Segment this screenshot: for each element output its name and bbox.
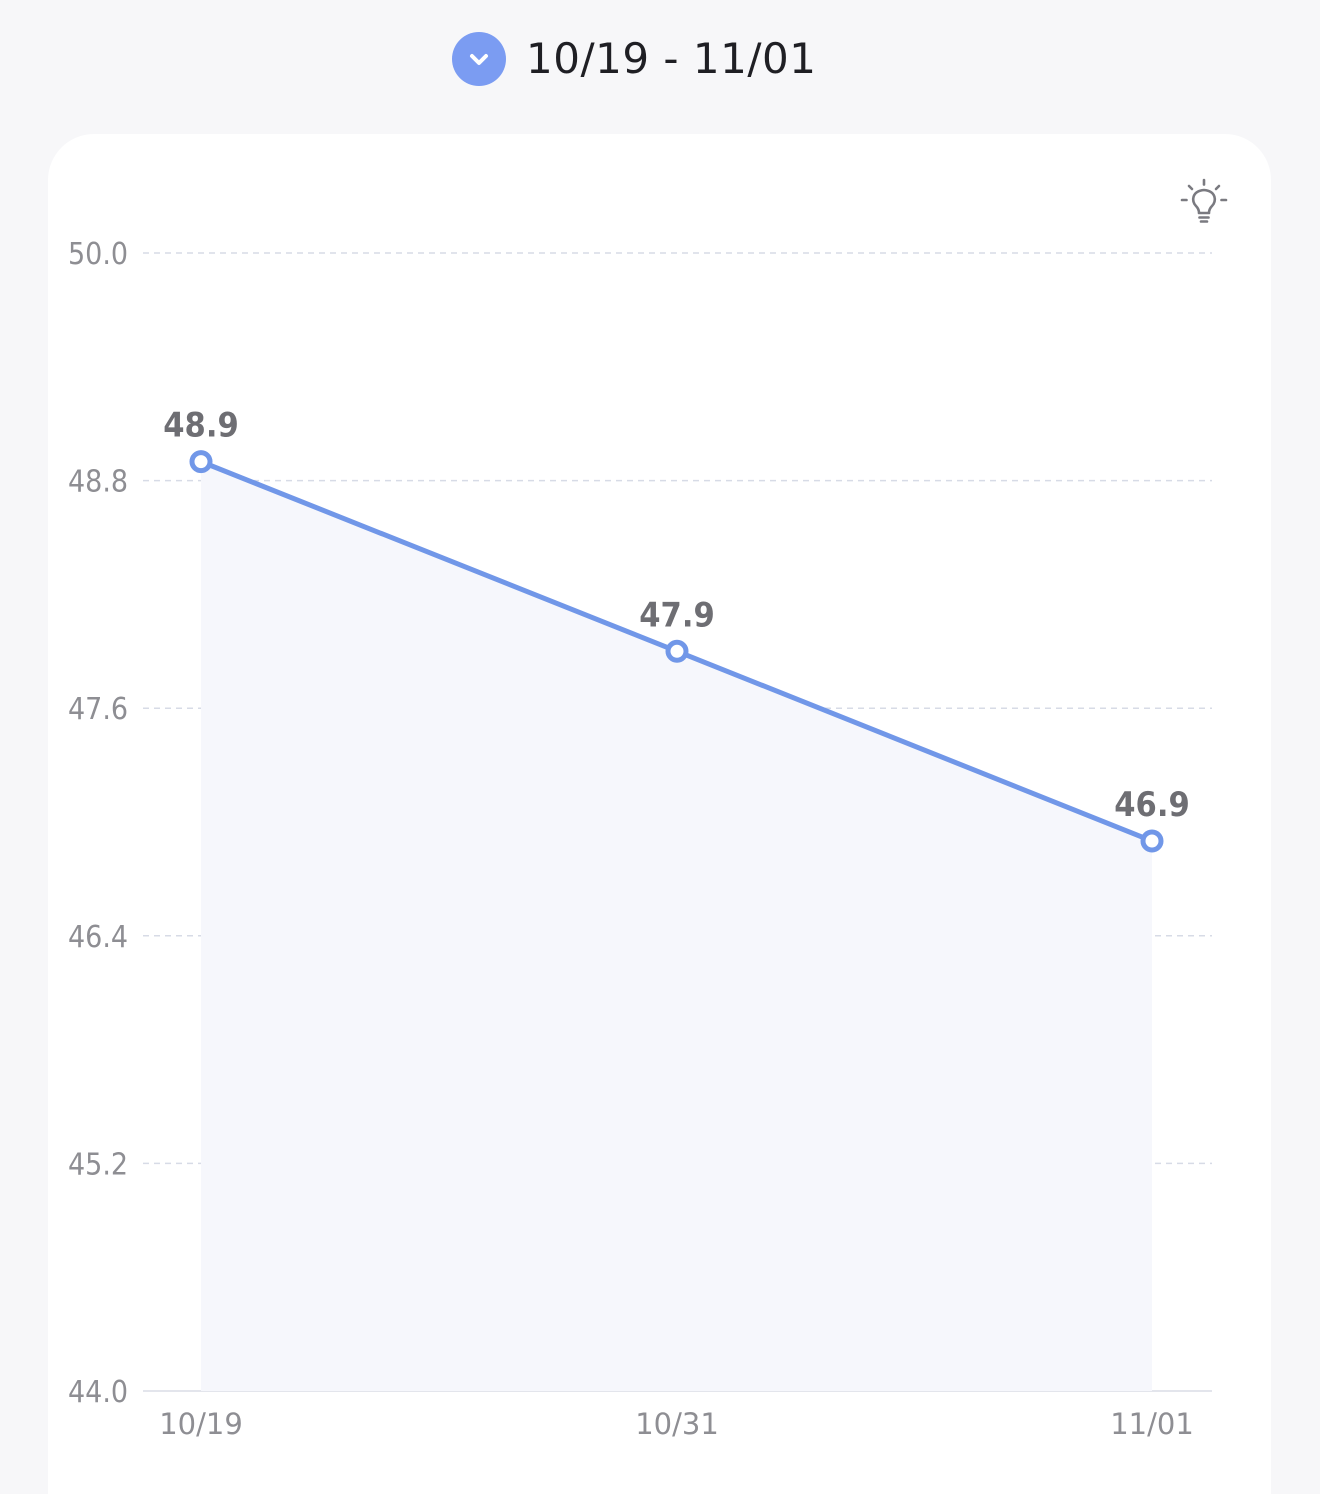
data-label: 46.9 (1114, 785, 1189, 825)
y-tick-label: 47.6 (68, 692, 128, 727)
header: 10/19 - 11/01 (0, 0, 1320, 120)
y-tick-label: 50.0 (68, 237, 128, 272)
x-tick-label: 10/19 (159, 1407, 243, 1441)
lightbulb-icon (1180, 178, 1228, 223)
hint-button[interactable] (1176, 176, 1232, 232)
data-point[interactable] (1140, 829, 1164, 853)
date-range-toggle[interactable] (452, 32, 506, 86)
x-tick-label: 11/01 (1110, 1407, 1194, 1441)
data-point[interactable] (189, 450, 213, 474)
data-points (189, 450, 1164, 853)
area-fill-layer (201, 461, 1152, 1392)
chevron-down-icon (470, 54, 488, 65)
y-tick-label: 46.4 (68, 920, 128, 955)
x-axis-ticks: 10/19 10/31 11/01 (159, 1407, 1194, 1441)
date-range-label[interactable]: 10/19 - 11/01 (526, 34, 817, 83)
data-point[interactable] (665, 639, 689, 663)
y-tick-label: 44.0 (68, 1375, 128, 1410)
y-tick-label: 45.2 (68, 1147, 128, 1182)
x-tick-label: 10/31 (635, 1407, 719, 1441)
data-label: 47.9 (639, 595, 714, 635)
y-axis-ticks: 50.0 48.8 47.6 46.4 45.2 44.0 (68, 237, 128, 1410)
data-label: 48.9 (163, 406, 238, 446)
area-fill (201, 461, 1152, 1392)
data-labels: 48.9 47.9 46.9 (163, 406, 1189, 825)
y-tick-label: 48.8 (68, 465, 128, 500)
